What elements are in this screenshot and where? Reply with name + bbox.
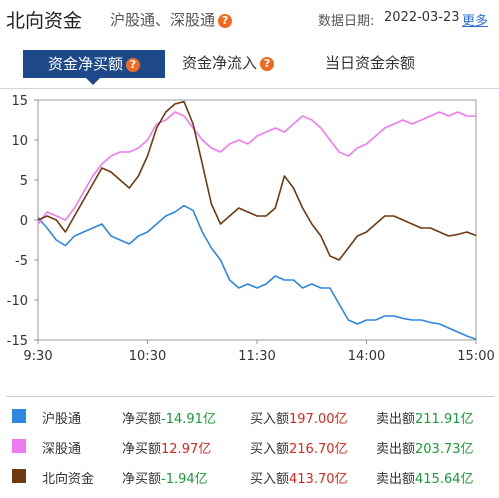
buy-label: 买入额 xyxy=(250,412,290,427)
tab-bar: 资金净买额? 资金净流入? 当日资金余额 xyxy=(0,40,499,90)
header: 北向资金 沪股通、深股通? 数据日期: 2022-03-23 更多 xyxy=(0,0,499,38)
net-unit: 亿 xyxy=(198,442,212,457)
date-value: 2022-03-23 xyxy=(384,10,460,25)
buy-value: 197.00 xyxy=(289,412,335,427)
sell-value: 415.64 xyxy=(415,472,461,487)
legend-name: 深股通 xyxy=(42,442,82,457)
sell-label: 卖出额 xyxy=(376,412,416,427)
page-title: 北向资金 xyxy=(6,10,83,32)
y-tick-label: -5 xyxy=(15,254,28,269)
legend-name: 北向资金 xyxy=(42,472,95,487)
sell-unit: 亿 xyxy=(460,412,474,427)
legend-net: 净买额-14.91亿 xyxy=(122,408,216,427)
buy-label: 买入额 xyxy=(250,472,290,487)
net-value: 12.97 xyxy=(161,442,199,457)
x-tick-label: 10:30 xyxy=(129,349,166,364)
buy-unit: 亿 xyxy=(334,412,348,427)
x-tick-label: 14:00 xyxy=(348,349,385,364)
x-tick-label: 15:00 xyxy=(457,349,494,364)
net-value: -1.94 xyxy=(161,472,195,487)
buy-unit: 亿 xyxy=(334,442,348,457)
tab-balance-label: 当日资金余额 xyxy=(325,54,416,72)
legend: 沪股通 净买额-14.91亿 买入额197.00亿 卖出额211.91亿 深股通… xyxy=(6,396,494,493)
tab-active-arrow xyxy=(86,78,100,85)
net-unit: 亿 xyxy=(202,412,216,427)
sell-label: 卖出额 xyxy=(376,472,416,487)
y-tick-label: -10 xyxy=(7,294,28,309)
x-tick-label: 9:30 xyxy=(23,349,52,364)
net-label: 净买额 xyxy=(122,412,162,427)
tab-divider xyxy=(0,88,499,89)
sell-value: 211.91 xyxy=(415,412,461,427)
tab-net-inflow-label: 资金净流入 xyxy=(182,54,258,72)
legend-sell: 卖出额415.64亿 xyxy=(376,468,474,487)
legend-swatch-north xyxy=(12,469,26,483)
legend-buy: 买入额413.70亿 xyxy=(250,468,348,487)
legend-row-north: 北向资金 净买额-1.94亿 买入额413.70亿 卖出额415.64亿 xyxy=(6,463,494,491)
net-unit: 亿 xyxy=(194,472,208,487)
legend-buy: 买入额197.00亿 xyxy=(250,408,348,427)
legend-sell: 卖出额203.73亿 xyxy=(376,438,474,457)
series-line-sz xyxy=(37,111,477,225)
series-line-north xyxy=(37,100,477,261)
question-icon[interactable]: ? xyxy=(218,13,233,28)
buy-unit: 亿 xyxy=(334,472,348,487)
subtitle-text: 沪股通、深股通 xyxy=(110,11,216,29)
y-tick-label: 0 xyxy=(20,214,28,229)
buy-value: 413.70 xyxy=(289,472,335,487)
legend-buy: 买入额216.70亿 xyxy=(250,438,348,457)
legend-sell: 卖出额211.91亿 xyxy=(376,408,474,427)
legend-swatch-sh xyxy=(12,409,26,423)
buy-label: 买入额 xyxy=(250,442,290,457)
net-buy-chart: 15 10 5 0 -5 -10 -159:30 10:30 11:30 14:00 15:00 xyxy=(7,94,495,364)
legend-net: 净买额-1.94亿 xyxy=(122,468,208,487)
buy-value: 216.70 xyxy=(289,442,335,457)
question-icon[interactable]: ? xyxy=(126,57,140,72)
tab-net-buy[interactable]: 资金净买额? xyxy=(23,50,165,78)
question-icon[interactable]: ? xyxy=(260,56,275,71)
net-label: 净买额 xyxy=(122,472,162,487)
y-tick-label: -15 xyxy=(7,334,28,349)
y-tick-label: 15 xyxy=(11,94,28,109)
legend-row-sh: 沪股通 净买额-14.91亿 买入额197.00亿 卖出额211.91亿 xyxy=(6,403,494,431)
sell-label: 卖出额 xyxy=(376,442,416,457)
date-label: 数据日期: xyxy=(318,14,375,29)
tab-net-buy-label: 资金净买额 xyxy=(47,55,123,73)
net-label: 净买额 xyxy=(122,442,162,457)
legend-row-sz: 深股通 净买额12.97亿 买入额216.70亿 卖出额203.73亿 xyxy=(6,433,494,461)
y-tick-label: 5 xyxy=(20,174,28,189)
more-link[interactable]: 更多 xyxy=(462,14,489,29)
legend-net: 净买额12.97亿 xyxy=(122,438,211,457)
net-value: -14.91 xyxy=(161,412,203,427)
sell-value: 203.73 xyxy=(415,442,461,457)
series-line-sh xyxy=(37,204,477,341)
x-tick-label: 11:30 xyxy=(238,349,275,364)
page-subtitle: 沪股通、深股通? xyxy=(110,9,233,30)
tab-balance[interactable]: 当日资金余额 xyxy=(325,52,415,73)
sell-unit: 亿 xyxy=(460,442,474,457)
sell-unit: 亿 xyxy=(460,472,474,487)
y-tick-label: 10 xyxy=(11,134,28,149)
legend-swatch-sz xyxy=(12,439,26,453)
tab-net-inflow[interactable]: 资金净流入? xyxy=(182,52,275,73)
legend-name: 沪股通 xyxy=(42,412,82,427)
